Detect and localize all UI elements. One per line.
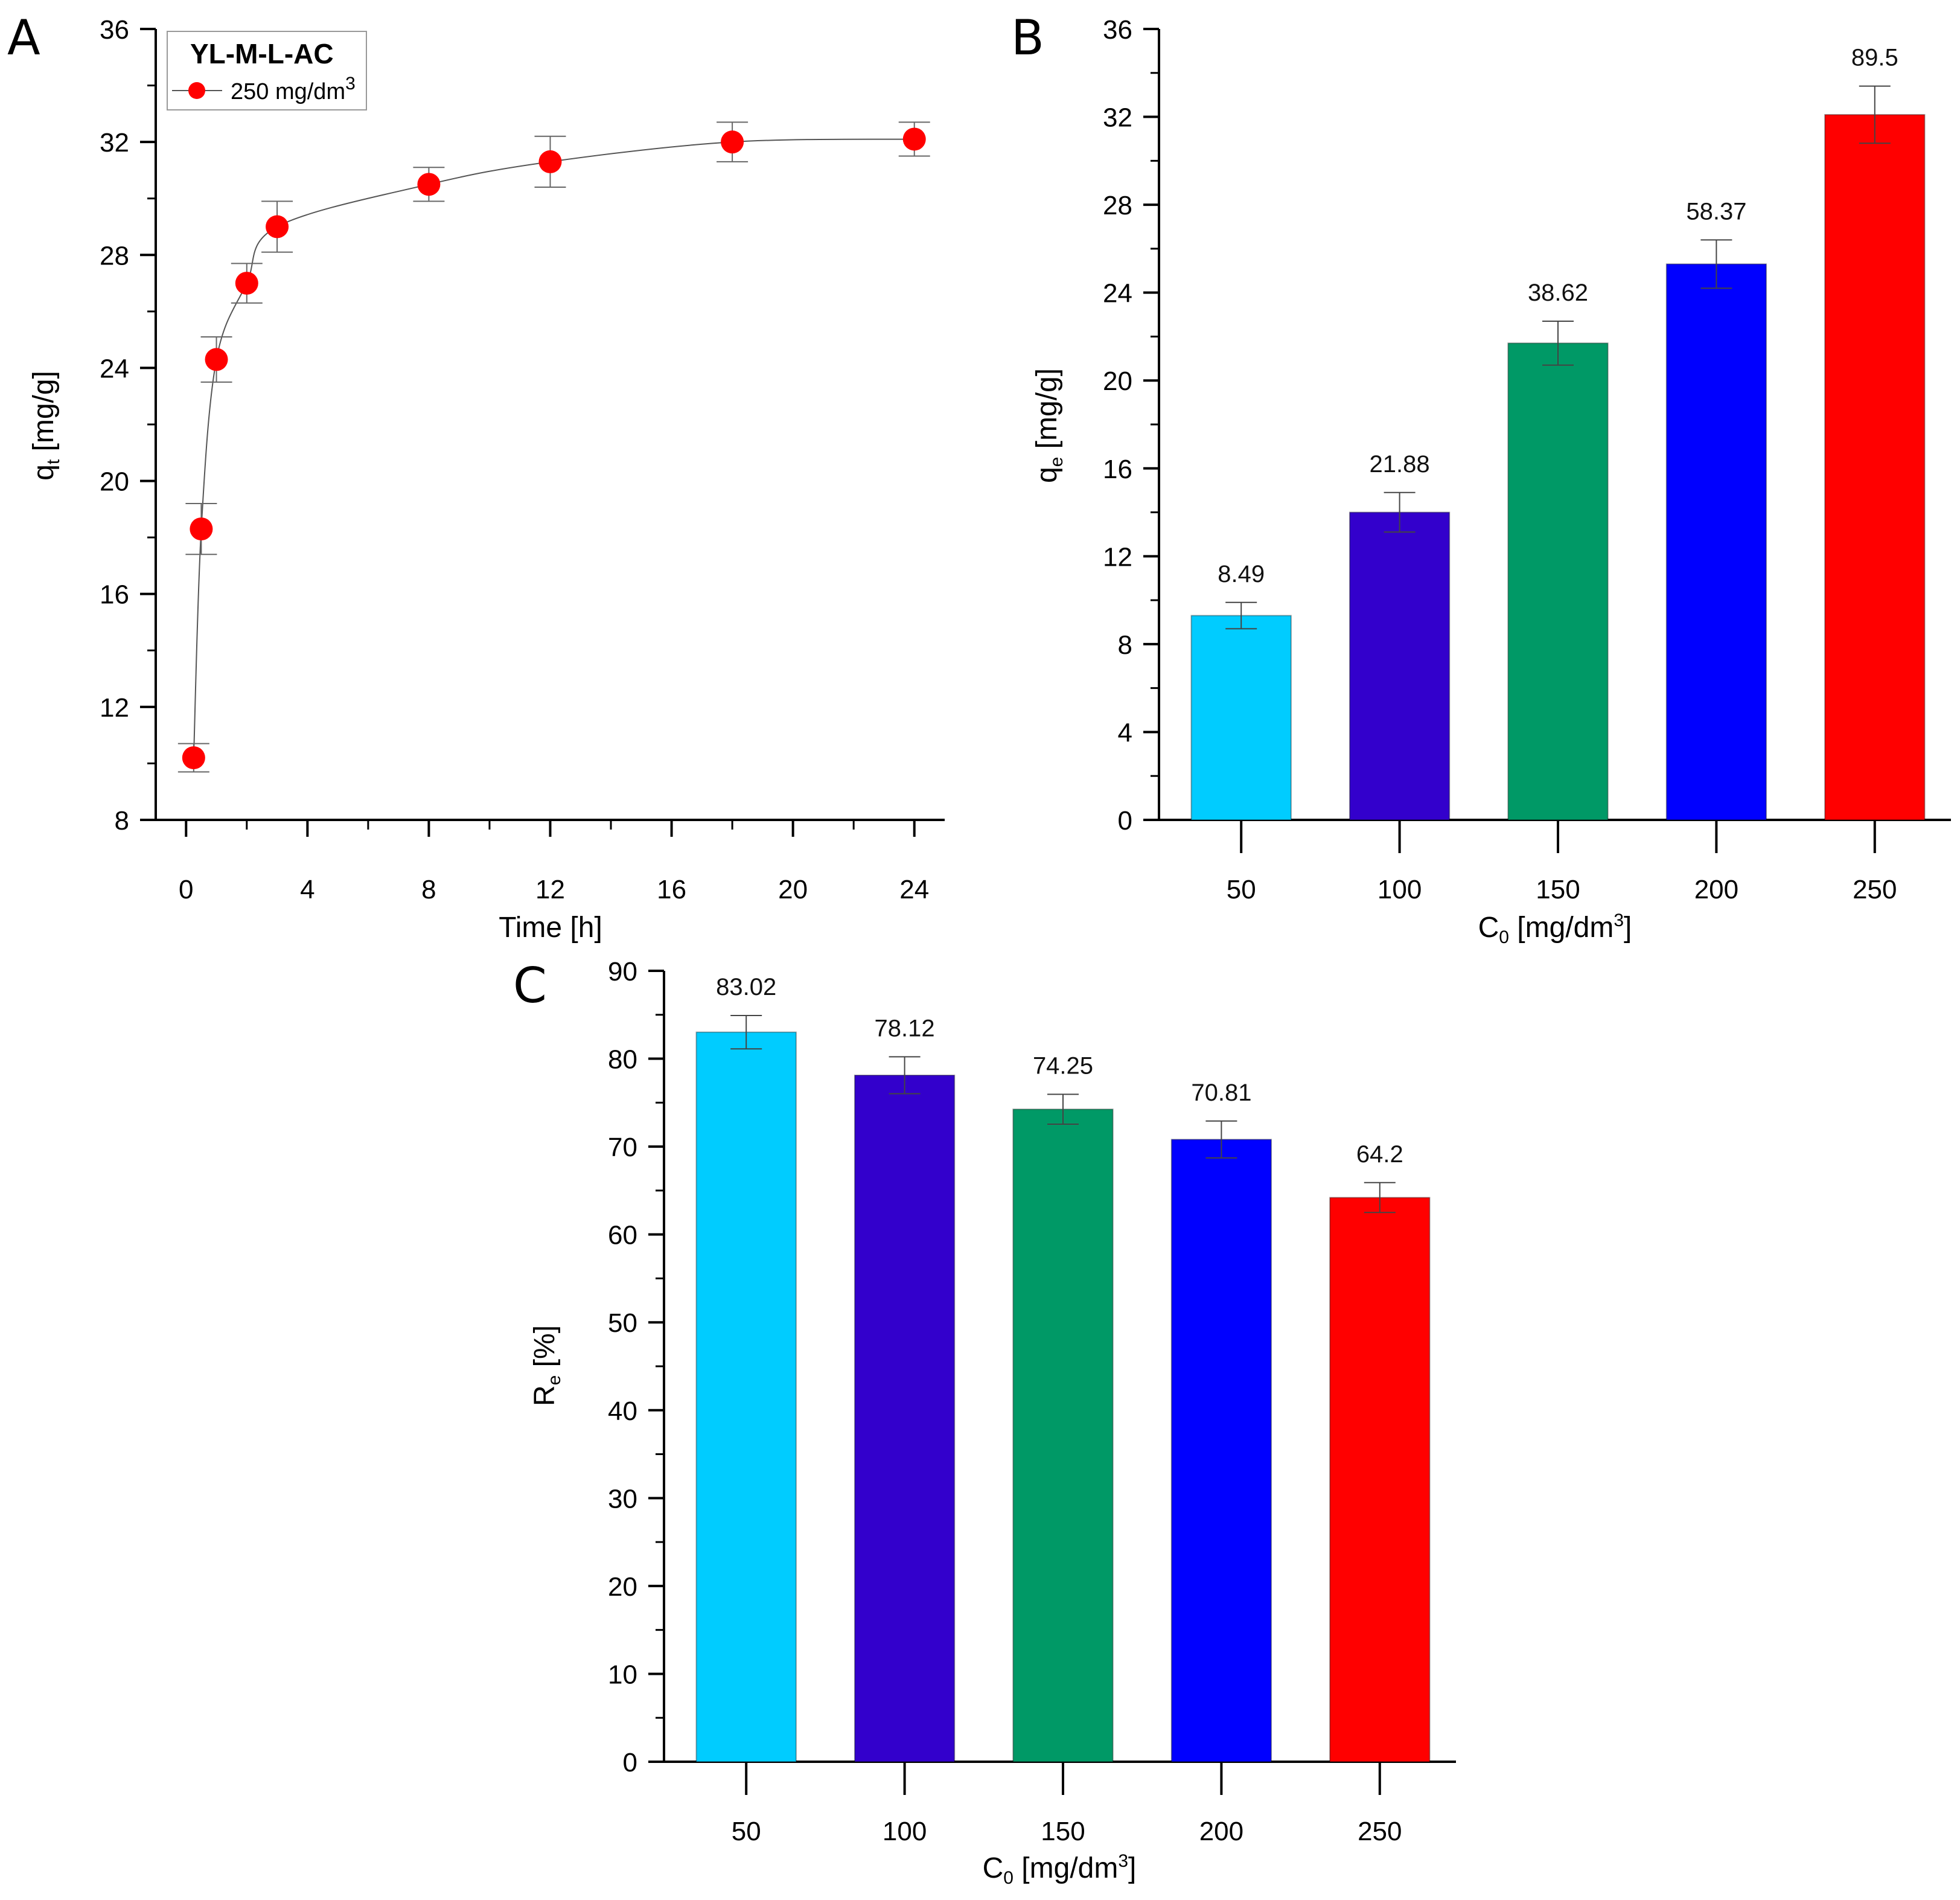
panel-c-y-title: Re [%] [529, 1325, 564, 1406]
panel-b-letter: B [1011, 10, 1044, 66]
panel-b-x-tick-label: 100 [1377, 875, 1422, 904]
panel-b-x-tick-label: 250 [1853, 875, 1897, 904]
panel-b-bar [1507, 342, 1609, 820]
panel-b: B 0 4 8 12 16 20 24 28 32 36 8.49 50 21.88 100 38.62 1… [1011, 10, 1951, 947]
panel-b-bar [1665, 263, 1767, 821]
panel-c-y-tick-label: 60 [608, 1221, 637, 1250]
panel-a-y-tick-label: 36 [100, 15, 129, 45]
panel-b-bar [1190, 615, 1292, 820]
panel-b-y-tick-label: 8 [1118, 630, 1132, 660]
panel-b-y-tick-label: 24 [1103, 279, 1132, 309]
panel-a-y-tick-label: 8 [115, 806, 129, 836]
legend-box [167, 31, 367, 110]
panel-c-x-title: C0 [mg/dm3] [983, 1851, 1137, 1888]
panel-c-bar [1012, 1108, 1114, 1762]
panel-c-x-tick-label: 250 [1358, 1817, 1402, 1846]
panel-b-y-tick-label: 32 [1103, 103, 1132, 133]
legend-marker [188, 82, 205, 99]
panel-c-bar [854, 1074, 956, 1762]
panel-a-data-point [205, 348, 228, 371]
panel-c: C 0 10 20 30 40 50 60 70 80 90 83.02 50 78.12 100 74.… [513, 957, 1456, 1888]
panel-a-x-tick-label: 12 [535, 875, 565, 904]
panel-a-x-tick-label: 0 [179, 875, 193, 904]
panel-a-y-title: qt [mg/g] [28, 371, 63, 481]
panel-c-x-tick-label: 150 [1041, 1817, 1085, 1846]
panel-b-y-tick-label: 28 [1103, 191, 1132, 220]
panel-b-data-label: 58.37 [1686, 198, 1746, 225]
panel-c-x-tick-label: 200 [1199, 1817, 1243, 1846]
panel-b-data-label: 21.88 [1370, 451, 1430, 478]
panel-a-x-tick-label: 4 [300, 875, 314, 904]
panel-b-x-tick-label: 200 [1694, 875, 1738, 904]
panel-c-data-label: 74.25 [1033, 1053, 1093, 1080]
panel-c-y-tick-label: 0 [623, 1748, 637, 1777]
panel-b-y-tick-label: 12 [1103, 542, 1132, 572]
panel-b-data-label: 8.49 [1218, 561, 1265, 587]
panel-c-x-tick-label: 50 [732, 1817, 761, 1846]
panel-c-y-tick-label: 90 [608, 957, 637, 987]
panel-c-letter: C [513, 958, 547, 1014]
panel-b-x-tick-label: 50 [1227, 875, 1256, 904]
panel-c-bar [1170, 1139, 1272, 1762]
panel-c-y-tick-label: 40 [608, 1396, 637, 1426]
panel-a-data-point [538, 150, 562, 173]
panel-b-y-tick-label: 20 [1103, 366, 1132, 396]
panel-a-data-point [417, 173, 441, 196]
panel-a-x-tick-label: 20 [778, 875, 808, 904]
panel-a-data-point [190, 517, 213, 541]
legend-title: YL-M-L-AC [190, 38, 334, 69]
panel-b-x-title: C0 [mg/dm3] [1478, 910, 1632, 947]
panel-a-legend: YL-M-L-AC 250 mg/dm3 [167, 31, 367, 110]
panel-b-data-label: 89.5 [1851, 45, 1898, 71]
panel-a-y-tick-label: 16 [100, 580, 129, 610]
panel-a-y-tick-label: 28 [100, 241, 129, 270]
panel-a: A 8 12 16 20 24 28 32 36 0 4 8 12 16 20 24 YL-M-L-AC … [7, 10, 945, 944]
panel-a-y-tick-label: 32 [100, 128, 129, 158]
panel-b-y-tick-label: 16 [1103, 455, 1132, 484]
panel-b-bar [1824, 114, 1926, 821]
panel-c-y-tick-label: 10 [608, 1660, 637, 1689]
panel-c-bar [1329, 1197, 1431, 1762]
panel-c-x-tick-label: 100 [883, 1817, 927, 1846]
panel-a-data-point [721, 130, 744, 154]
panel-a-x-tick-label: 24 [899, 875, 929, 904]
panel-a-x-tick-label: 16 [657, 875, 686, 904]
panel-b-y-tick-label: 0 [1118, 806, 1132, 836]
panel-c-y-tick-label: 20 [608, 1572, 637, 1602]
panel-a-data-point [182, 746, 205, 770]
panel-c-data-label: 83.02 [716, 974, 776, 1000]
panel-b-y-tick-label: 4 [1118, 718, 1132, 747]
panel-c-data-label: 78.12 [875, 1015, 935, 1041]
panel-b-x-tick-label: 150 [1536, 875, 1580, 904]
panel-c-y-tick-label: 50 [608, 1308, 637, 1338]
panel-a-x-tick-label: 8 [421, 875, 436, 904]
panel-b-bar [1349, 511, 1451, 820]
panel-b-data-label: 38.62 [1528, 280, 1588, 306]
panel-c-data-label: 70.81 [1191, 1080, 1251, 1106]
panel-c-bar [695, 1031, 797, 1762]
panel-a-data-point [235, 272, 258, 295]
panel-a-letter: A [7, 10, 40, 66]
panel-a-y-tick-label: 20 [100, 467, 129, 497]
panel-a-series-line [193, 138, 915, 758]
panel-a-y-tick-label: 12 [100, 693, 129, 723]
legend-entry: 250 mg/dm3 [231, 74, 356, 104]
panel-a-data-point [266, 215, 289, 238]
panel-c-y-tick-label: 80 [608, 1045, 637, 1075]
panel-b-y-title: qe [mg/g] [1031, 368, 1067, 483]
panel-c-y-tick-label: 30 [608, 1484, 637, 1514]
panel-a-data-point [902, 127, 926, 151]
panel-c-y-tick-label: 70 [608, 1133, 637, 1162]
panel-b-y-tick-label: 36 [1103, 15, 1132, 45]
panel-c-data-label: 64.2 [1356, 1141, 1403, 1168]
panel-a-x-title: Time [h] [499, 912, 602, 944]
panel-a-y-tick-label: 24 [100, 354, 129, 383]
